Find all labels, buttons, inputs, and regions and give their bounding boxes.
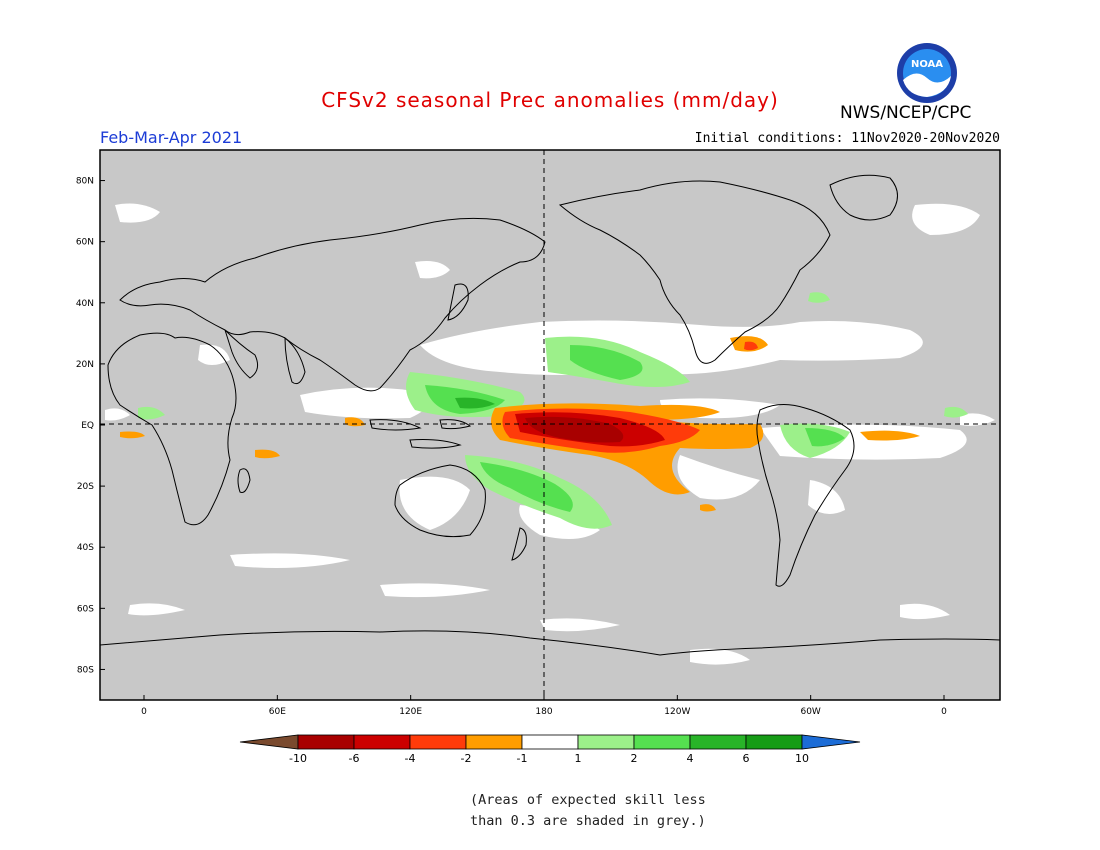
skill-note-line-1: (Areas of expected skill less: [470, 792, 706, 808]
legend-tick-label: -6: [349, 752, 360, 765]
chart-title: CFSv2 seasonal Prec anomalies (mm/day): [321, 88, 779, 112]
legend-swatch: [689, 734, 747, 750]
latitude-axis: 80N 60N 40N 20N EQ 20S 40S 60S 80S: [76, 177, 105, 675]
skill-note-line-2: than 0.3 are shaded in grey.): [470, 813, 706, 829]
latitude-label: EQ: [81, 421, 94, 431]
longitude-label: 0: [141, 707, 147, 717]
season-label: Feb-Mar-Apr 2021: [100, 128, 243, 147]
legend-swatch: [297, 734, 355, 750]
longitude-label: 180: [535, 707, 552, 717]
dry-anomaly-regions: [120, 336, 920, 512]
longitude-label: 60E: [269, 707, 286, 717]
longitude-label: 120E: [399, 707, 422, 717]
latitude-label: 80N: [76, 177, 94, 187]
legend-tick-label: -10: [289, 752, 307, 765]
legend-swatch: [409, 734, 467, 750]
legend-swatch: [633, 734, 691, 750]
legend-tick-label: 6: [743, 752, 750, 765]
coastlines: [100, 174, 1000, 656]
latitude-label: 20S: [77, 482, 94, 492]
color-legend: -10 -6 -4 -2 -1 1 2 4 6 10: [239, 734, 861, 765]
legend-tick-label: -2: [461, 752, 472, 765]
logo-text: NOAA: [911, 59, 943, 70]
agency-label: NWS/NCEP/CPC: [840, 103, 972, 123]
latitude-label: 20N: [76, 360, 94, 370]
latitude-label: 60N: [76, 238, 94, 248]
initial-conditions-label: Initial conditions: 11Nov2020-20Nov2020: [694, 131, 1000, 146]
legend-tick-label: 4: [687, 752, 694, 765]
latitude-label: 40N: [76, 299, 94, 309]
wet-anomaly-regions: [138, 292, 968, 529]
legend-tick-label: 1: [575, 752, 582, 765]
legend-arrow-left: [239, 734, 299, 750]
legend-swatch: [577, 734, 635, 750]
legend-tick-label: -1: [517, 752, 528, 765]
longitude-label: 0: [941, 707, 947, 717]
legend-tick-label: 2: [631, 752, 638, 765]
legend-tick-label: 10: [795, 752, 809, 765]
legend-swatch: [745, 734, 803, 750]
longitude-label: 120W: [664, 707, 690, 717]
latitude-label: 40S: [77, 543, 94, 553]
legend-swatch: [353, 734, 411, 750]
legend-tick-label: -4: [405, 752, 416, 765]
white-anomaly-regions: [105, 203, 995, 665]
latitude-label: 60S: [77, 604, 94, 614]
legend-swatch: [521, 734, 579, 750]
skill-note: (Areas of expected skill less than 0.3 a…: [470, 790, 750, 832]
longitude-axis: 0 60E 120E 180 120W 60W 0: [141, 695, 947, 717]
legend-swatch: [465, 734, 523, 750]
legend-arrow-right: [801, 734, 861, 750]
longitude-label: 60W: [800, 707, 820, 717]
latitude-label: 80S: [77, 665, 94, 675]
noaa-logo: NOAA: [896, 42, 958, 108]
